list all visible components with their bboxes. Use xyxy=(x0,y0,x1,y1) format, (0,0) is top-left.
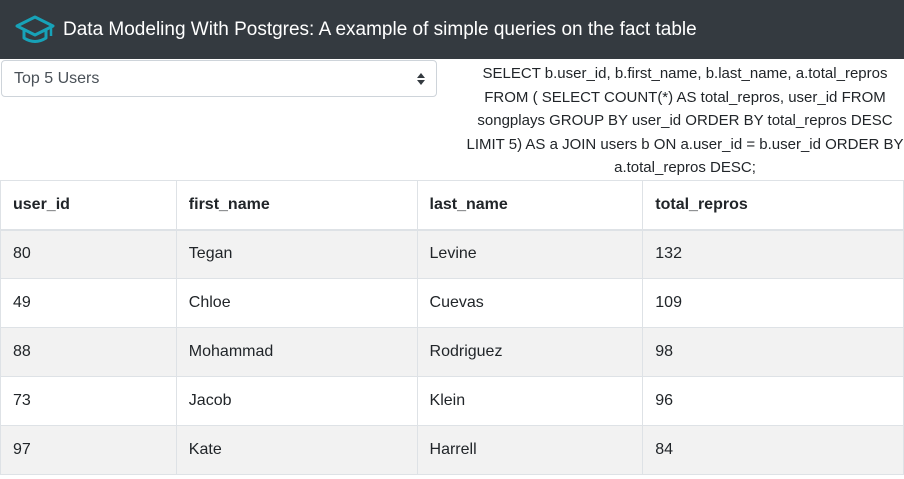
cell-first-name: Kate xyxy=(175,425,418,475)
table-header-row: user_id first_name last_name total_repro… xyxy=(0,180,904,231)
cell-user-id: 88 xyxy=(0,327,177,377)
query-select[interactable]: Top 5 Users xyxy=(1,60,437,97)
table-row: 97 Kate Harrell 84 xyxy=(0,425,904,475)
cell-total-repros: 84 xyxy=(642,425,904,475)
cell-first-name: Mohammad xyxy=(175,327,418,377)
cell-user-id: 73 xyxy=(0,376,177,426)
cell-user-id: 49 xyxy=(0,278,177,328)
cell-total-repros: 98 xyxy=(642,327,904,377)
column-header-last-name: last_name xyxy=(416,180,644,231)
top-navbar: Data Modeling With Postgres: A example o… xyxy=(0,0,904,59)
sql-query-text: SELECT b.user_id, b.first_name, b.last_n… xyxy=(466,65,904,176)
table-row: 73 Jacob Klein 96 xyxy=(0,376,904,426)
select-arrows-icon xyxy=(416,70,426,88)
cell-total-repros: 109 xyxy=(642,278,904,328)
cell-last-name: Cuevas xyxy=(416,278,644,328)
column-header-user-id: user_id xyxy=(0,180,177,231)
table-row: 80 Tegan Levine 132 xyxy=(0,229,904,279)
graduation-cap-icon xyxy=(15,13,55,47)
cell-first-name: Chloe xyxy=(175,278,418,328)
results-table: user_id first_name last_name total_repro… xyxy=(0,180,904,475)
cell-last-name: Klein xyxy=(416,376,644,426)
table-row: 49 Chloe Cuevas 109 xyxy=(0,278,904,328)
column-header-total-repros: total_repros xyxy=(642,180,904,231)
cell-total-repros: 132 xyxy=(642,229,904,279)
cell-first-name: Jacob xyxy=(175,376,418,426)
cell-last-name: Rodriguez xyxy=(416,327,644,377)
column-header-first-name: first_name xyxy=(175,180,418,231)
cell-user-id: 80 xyxy=(0,229,177,279)
cell-last-name: Harrell xyxy=(416,425,644,475)
cell-first-name: Tegan xyxy=(175,229,418,279)
table-row: 88 Mohammad Rodriguez 98 xyxy=(0,327,904,377)
page-title: Data Modeling With Postgres: A example o… xyxy=(63,18,697,40)
cell-total-repros: 96 xyxy=(642,376,904,426)
cell-user-id: 97 xyxy=(0,425,177,475)
query-select-value: Top 5 Users xyxy=(14,69,100,87)
cell-last-name: Levine xyxy=(416,229,644,279)
